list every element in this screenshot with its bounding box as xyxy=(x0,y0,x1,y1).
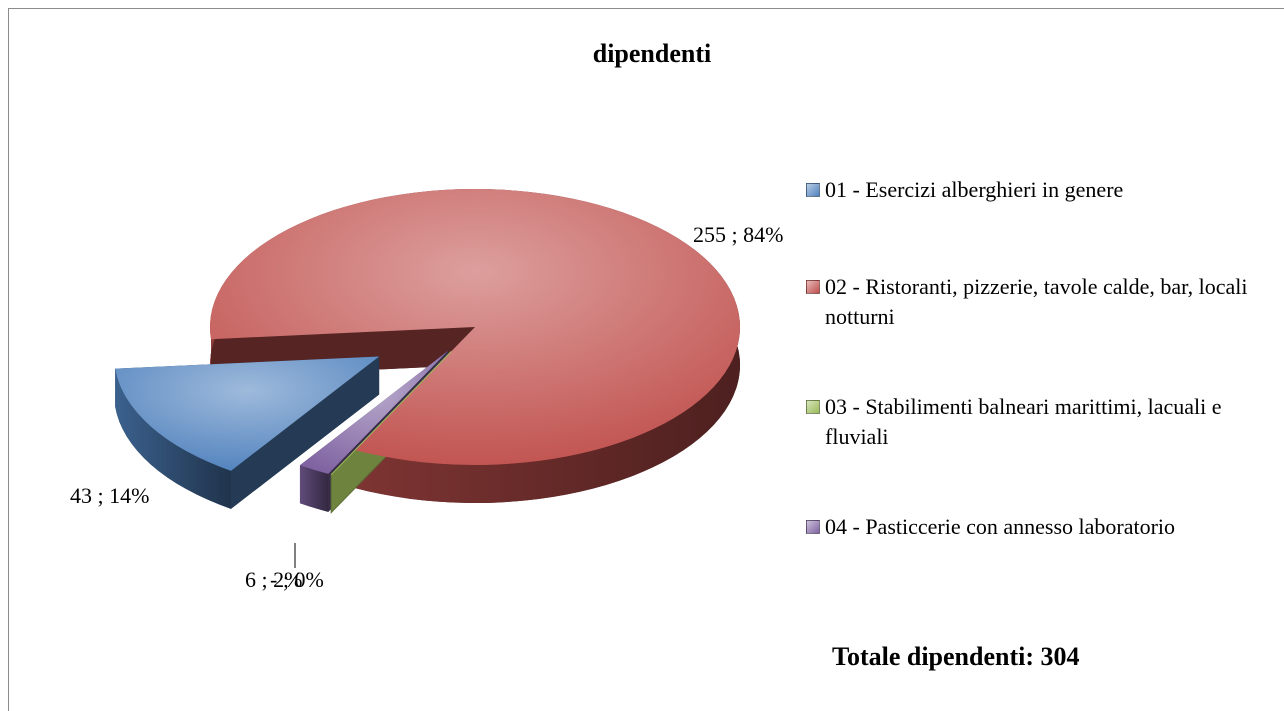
legend-swatch xyxy=(806,280,820,294)
legend-swatch xyxy=(806,400,820,414)
data-label: 6 ; 2% xyxy=(245,567,302,592)
slice xyxy=(330,351,452,476)
slice xyxy=(299,350,449,474)
slice-side xyxy=(299,465,329,512)
legend-label: 04 - Pasticcerie con annesso laboratorio xyxy=(825,514,1176,539)
slice-side xyxy=(299,350,449,504)
data-label: - ; 0% xyxy=(270,567,324,592)
slice xyxy=(209,188,740,466)
legend-swatch xyxy=(806,183,820,197)
legend-label: 01 - Esercizi alberghieri in genere xyxy=(825,177,1124,202)
data-label: 255 ; 84% xyxy=(693,222,783,247)
legend-label: 02 - Ristoranti, pizzerie, tavole calde,… xyxy=(825,274,1248,329)
chart-title: dipendenti xyxy=(593,39,712,68)
legend-item: 04 - Pasticcerie con annesso laboratorio xyxy=(803,512,1273,542)
legend-item: 02 - Ristoranti, pizzerie, tavole calde,… xyxy=(803,272,1273,332)
slice-side xyxy=(115,368,231,509)
slice xyxy=(115,356,380,471)
data-label: 43 ; 14% xyxy=(70,483,149,508)
legend: 01 - Esercizi alberghieri in genere 02 - … xyxy=(803,175,1273,542)
total-annotation: Totale dipendenti: 304 xyxy=(832,642,1080,671)
chart-border xyxy=(8,8,1284,711)
legend-swatch xyxy=(806,520,820,534)
legend-item: 01 - Esercizi alberghieri in genere xyxy=(803,175,1273,205)
legend-label: 03 - Stabilimenti balneari marittimi, la… xyxy=(825,394,1222,449)
legend-item: 03 - Stabilimenti balneari marittimi, la… xyxy=(803,392,1273,452)
